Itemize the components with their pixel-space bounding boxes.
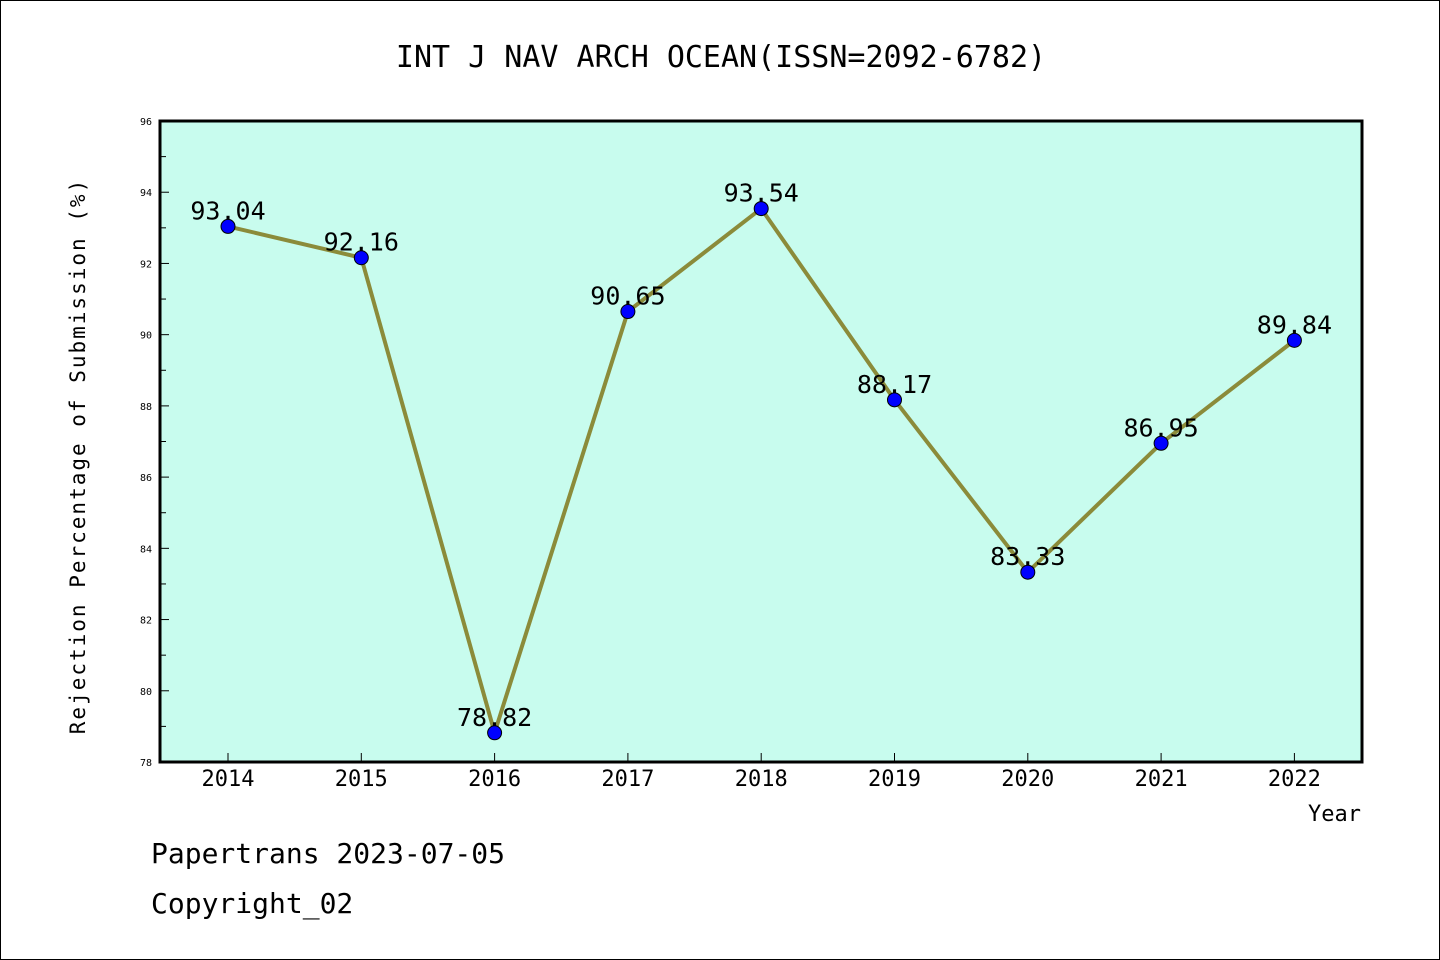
x-tick-label: 2020: [1001, 767, 1054, 792]
x-tick-label: 2014: [202, 767, 255, 792]
x-tick-label: 2019: [868, 767, 921, 792]
footer-date: Papertrans 2023-07-05: [151, 837, 506, 870]
y-tick-label: 80: [140, 687, 152, 698]
x-tick-label: 2021: [1135, 767, 1188, 792]
data-labels: 93.04 92.16 78.82 90.65 93.54 88.17 83.33 86.95…: [190, 179, 1332, 732]
y-tick-label: 86: [140, 473, 152, 484]
axis-ticks: 78 80 82 84 86 88 90 92 94 96 2014 2015 2016 2017 2018…: [140, 117, 1321, 792]
data-point: [620, 304, 636, 320]
data-label: 93.04: [190, 196, 265, 225]
data-point: [1286, 332, 1302, 348]
y-tick-label: 88: [140, 402, 152, 413]
data-points: [220, 201, 1302, 741]
data-label: 93.54: [724, 179, 799, 208]
x-tick-label: 2018: [735, 767, 788, 792]
chart-title: INT J NAV ARCH OCEAN(ISSN=2092-6782): [396, 40, 1046, 75]
data-label: 89.84: [1257, 310, 1332, 339]
x-axis-label: Year: [1308, 802, 1361, 827]
data-label: 78.82: [457, 703, 532, 732]
y-axis-label: Rejection Percentage of Submission (%): [66, 178, 90, 734]
data-point: [353, 250, 369, 266]
data-point: [220, 218, 236, 234]
x-tick-label: 2015: [335, 767, 388, 792]
plot-border: [158, 119, 1364, 764]
data-label: 90.65: [590, 282, 665, 311]
footer-copyright: Copyright_02: [151, 887, 354, 920]
y-tick-label: 92: [140, 259, 152, 270]
x-tick-label: 2017: [601, 767, 654, 792]
data-point: [753, 201, 769, 217]
x-tick-label: 2022: [1268, 767, 1321, 792]
data-label: 86.95: [1123, 413, 1198, 442]
data-point: [487, 725, 503, 741]
data-label: 83.33: [990, 542, 1065, 571]
data-point: [887, 392, 902, 408]
y-tick-label: 90: [140, 331, 152, 342]
x-tick-label: 2016: [468, 767, 521, 792]
data-label: 88.17: [857, 370, 932, 399]
y-tick-label: 96: [140, 117, 152, 128]
data-label: 92.16: [324, 228, 399, 257]
y-tick-label: 94: [140, 188, 152, 199]
y-tick-label: 82: [140, 616, 152, 627]
data-point: [1020, 564, 1036, 580]
y-tick-label: 84: [140, 544, 152, 555]
data-point: [1153, 435, 1169, 451]
y-tick-label: 78: [140, 758, 152, 769]
